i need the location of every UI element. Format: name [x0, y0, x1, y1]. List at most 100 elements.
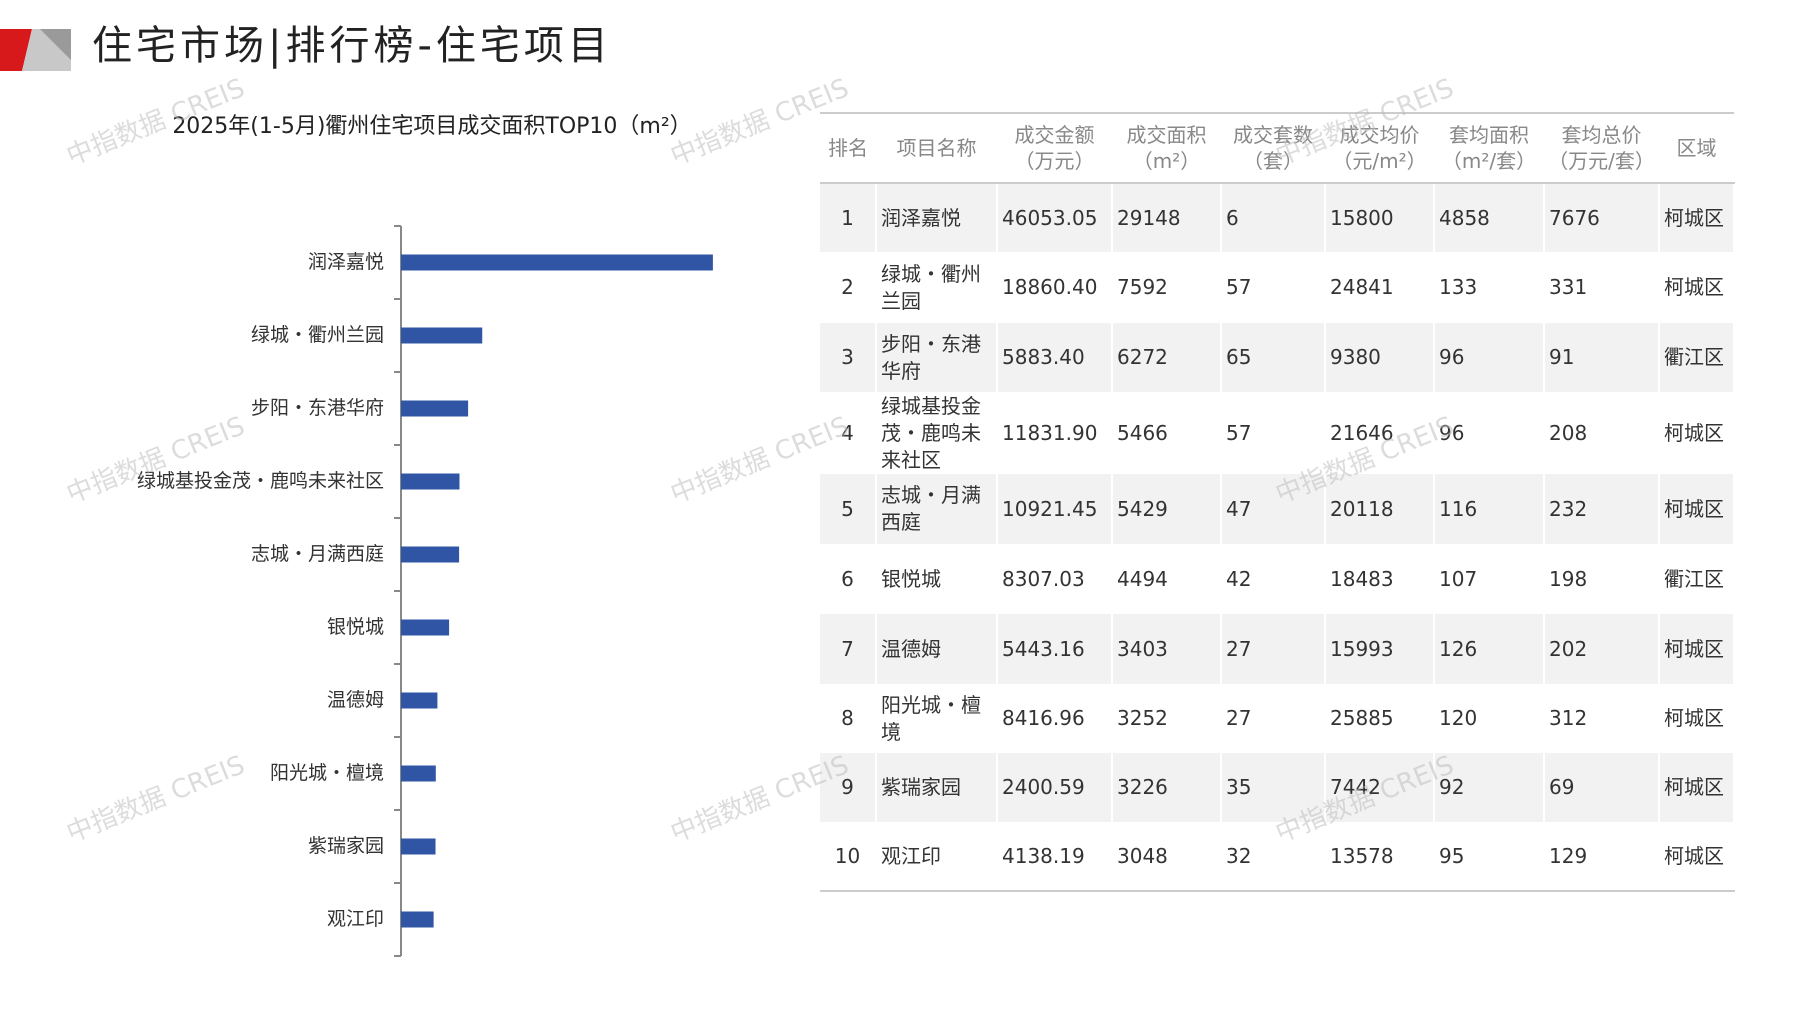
table-cell: 观江印 — [876, 822, 998, 892]
table-cell: 衢江区 — [1659, 323, 1735, 392]
category-label: 紫瑞家园 — [308, 835, 384, 857]
column-header: 套均面积 （m²/套） — [1434, 112, 1544, 184]
logo-dark — [40, 29, 71, 60]
table-cell: 步阳・东港华府 — [876, 323, 998, 392]
table-cell: 129 — [1544, 822, 1660, 892]
column-header: 套均总价 （万元/套） — [1544, 112, 1659, 184]
header-line: （万元/套） — [1548, 149, 1655, 173]
header-line: 套均面积 — [1449, 123, 1529, 147]
table-cell: 4138.19 — [997, 822, 1113, 892]
table-cell: 24841 — [1325, 252, 1435, 323]
table-row: 8 阳光城・檀境 8416.96 3252 27 25885 120 312 柯城区 — [820, 684, 1735, 753]
table-cell: 198 — [1544, 544, 1660, 614]
column-header: 成交面积 （m²） — [1112, 112, 1221, 184]
table-cell: 27 — [1221, 614, 1326, 684]
table-cell: 32 — [1221, 822, 1326, 892]
table-cell: 5 — [820, 474, 877, 544]
table-row: 7 温德姆 5443.16 3403 27 15993 126 202 柯城区 — [820, 614, 1735, 684]
table-cell: 1 — [820, 183, 877, 252]
table-cell: 232 — [1544, 474, 1660, 544]
table-row: 1 润泽嘉悦 46053.05 29148 6 15800 4858 7676 柯城区 — [820, 183, 1735, 252]
ranking-table: 排名 项目名称 成交金额 （万元） 成交面积 （m²） 成交套数 （套） 成交均价 （元/m²）套… — [820, 112, 1735, 892]
header-line: 项目名称 — [896, 136, 977, 160]
table-cell: 18860.40 — [997, 252, 1113, 323]
table-cell: 18483 — [1325, 544, 1435, 614]
column-header: 成交金额 （万元） — [997, 112, 1112, 184]
table-cell: 133 — [1434, 252, 1545, 323]
table-cell: 温德姆 — [876, 614, 998, 684]
table-cell: 10 — [820, 822, 877, 892]
column-header: 成交套数 （套） — [1221, 112, 1325, 184]
category-label: 温德姆 — [327, 689, 384, 711]
table-cell: 9380 — [1325, 323, 1435, 392]
table-cell: 柯城区 — [1659, 252, 1735, 323]
header-line: 套均总价 — [1561, 123, 1642, 147]
table-cell: 绿城基投金茂・鹿鸣未来社区 — [876, 392, 998, 474]
table-row: 2 绿城・衢州兰园 18860.40 7592 57 24841 133 331 柯城区 — [820, 252, 1735, 323]
table-cell: 2400.59 — [997, 753, 1113, 822]
category-label: 阳光城・檀境 — [270, 762, 384, 784]
category-label: 观江印 — [327, 908, 384, 930]
table-cell: 312 — [1544, 684, 1660, 753]
table-cell: 润泽嘉悦 — [876, 183, 998, 252]
table-cell: 3403 — [1112, 614, 1222, 684]
table-cell: 志城・月满西庭 — [876, 474, 998, 544]
table-cell: 331 — [1544, 252, 1660, 323]
table-cell: 绿城・衢州兰园 — [876, 252, 998, 323]
category-label: 银悦城 — [327, 616, 384, 638]
table-cell: 202 — [1544, 614, 1660, 684]
table-cell: 10921.45 — [997, 474, 1113, 544]
table-cell: 6 — [820, 544, 877, 614]
header-line: （套） — [1243, 149, 1303, 173]
bar — [401, 400, 469, 417]
table-cell: 95 — [1434, 822, 1545, 892]
table-cell: 120 — [1434, 684, 1545, 753]
table-cell: 47 — [1221, 474, 1326, 544]
page-title: 住宅市场|排行榜-住宅项目 — [92, 23, 612, 69]
table-cell: 91 — [1544, 323, 1660, 392]
table-cell: 柯城区 — [1659, 474, 1735, 544]
table-cell: 126 — [1434, 614, 1545, 684]
header-line: 成交均价 — [1339, 123, 1420, 147]
table-cell: 柯城区 — [1659, 614, 1735, 684]
chart-title: 2025年(1-5月)衢州住宅项目成交面积TOP10（m²） — [172, 114, 691, 139]
table-cell: 96 — [1434, 323, 1545, 392]
table-cell: 4858 — [1434, 183, 1545, 252]
header-line: 成交套数 — [1233, 123, 1313, 147]
header-line: （元/m²） — [1332, 149, 1427, 173]
table-cell: 柯城区 — [1659, 753, 1735, 822]
table-row: 9 紫瑞家园 2400.59 3226 35 7442 92 69 柯城区 — [820, 753, 1735, 822]
table-cell: 柯城区 — [1659, 183, 1735, 252]
table-row: 6 银悦城 8307.03 4494 42 18483 107 198 衢江区 — [820, 544, 1735, 614]
table-cell: 7 — [820, 614, 877, 684]
table-cell: 3 — [820, 323, 877, 392]
table-cell: 4494 — [1112, 544, 1222, 614]
table-cell: 3252 — [1112, 684, 1222, 753]
table-cell: 柯城区 — [1659, 392, 1735, 474]
header-line: 区域 — [1676, 136, 1717, 160]
table-cell: 69 — [1544, 753, 1660, 822]
table-cell: 7676 — [1544, 183, 1660, 252]
table-cell: 13578 — [1325, 822, 1435, 892]
table-cell: 15993 — [1325, 614, 1435, 684]
header-line: 成交面积 — [1126, 123, 1207, 147]
table-cell: 5429 — [1112, 474, 1222, 544]
table-cell: 衢江区 — [1659, 544, 1735, 614]
table-cell: 57 — [1221, 252, 1326, 323]
table-cell: 25885 — [1325, 684, 1435, 753]
table-row: 5 志城・月满西庭 10921.45 5429 47 20118 116 232 柯城区 — [820, 474, 1735, 544]
table-cell: 阳光城・檀境 — [876, 684, 998, 753]
table-cell: 116 — [1434, 474, 1545, 544]
bar — [401, 254, 713, 271]
table-cell: 57 — [1221, 392, 1326, 474]
column-header: 排名 — [820, 112, 876, 184]
table-cell: 4 — [820, 392, 877, 474]
table-cell: 8307.03 — [997, 544, 1113, 614]
table-cell: 8 — [820, 684, 877, 753]
table-cell: 柯城区 — [1659, 684, 1735, 753]
bar — [401, 619, 450, 636]
category-label: 绿城・衢州兰园 — [251, 324, 384, 346]
table-row: 3 步阳・东港华府 5883.40 6272 65 9380 96 91 衢江区 — [820, 323, 1735, 392]
table-cell: 8416.96 — [997, 684, 1113, 753]
